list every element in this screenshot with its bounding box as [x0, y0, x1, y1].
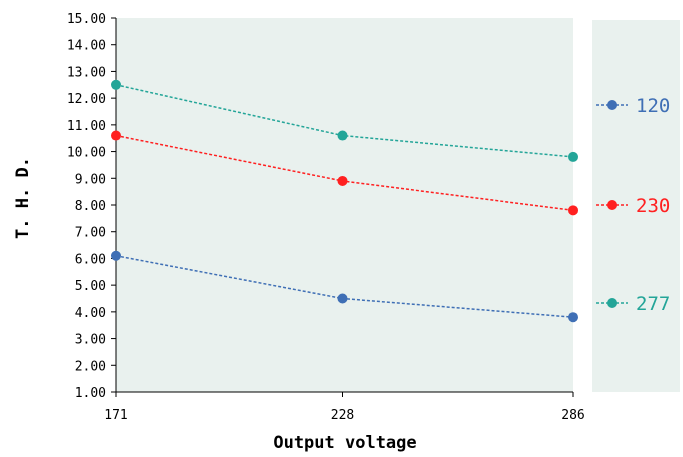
y-tick-label: 4.00 [75, 306, 106, 321]
y-tick-label: 9.00 [75, 172, 106, 187]
x-tick-label: 286 [561, 408, 584, 423]
x-tick-label: 171 [104, 408, 127, 423]
y-tick-label: 15.00 [67, 12, 106, 27]
y-tick-label: 6.00 [75, 252, 106, 267]
series-layer [111, 79, 578, 323]
legend-marker-120 [607, 100, 617, 110]
data-point-230 [111, 130, 121, 141]
data-point-277 [111, 79, 121, 90]
y-tick-label: 2.00 [75, 359, 106, 374]
y-tick-label: 5.00 [75, 279, 106, 294]
y-axis-ticks: 1.00 2.00 3.00 4.00 5.00 6.00 7.00 8.00 9.00 10.0… [67, 12, 116, 401]
y-tick-label: 1.00 [75, 386, 106, 401]
y-tick-label: 7.00 [75, 226, 106, 241]
y-tick-label: 12.00 [67, 92, 106, 107]
y-tick-label: 8.00 [75, 199, 106, 214]
x-axis-title: Output voltage [273, 433, 416, 453]
legend: 120 230 277 [596, 95, 670, 315]
legend-background [592, 20, 680, 392]
data-point-277 [337, 130, 348, 141]
data-point-120 [568, 312, 578, 323]
y-axis-title: T. H. D. [13, 157, 33, 239]
x-tick-label: 228 [331, 408, 354, 423]
data-point-120 [111, 250, 121, 261]
y-tick-label: 13.00 [67, 65, 106, 80]
data-point-230 [337, 175, 348, 186]
data-point-230 [568, 205, 578, 216]
legend-marker-230 [607, 200, 617, 210]
legend-label-277: 277 [636, 293, 670, 315]
plot-area-background [116, 18, 573, 392]
data-point-277 [568, 151, 578, 162]
legend-label-230: 230 [636, 195, 670, 217]
x-axis-ticks: 171 228 286 [104, 392, 585, 423]
legend-marker-277 [607, 298, 617, 308]
y-tick-label: 3.00 [75, 333, 106, 348]
y-tick-label: 10.00 [67, 146, 106, 161]
y-tick-label: 11.00 [67, 119, 106, 134]
data-point-120 [337, 293, 348, 304]
y-tick-label: 14.00 [67, 39, 106, 54]
legend-label-120: 120 [636, 95, 670, 117]
